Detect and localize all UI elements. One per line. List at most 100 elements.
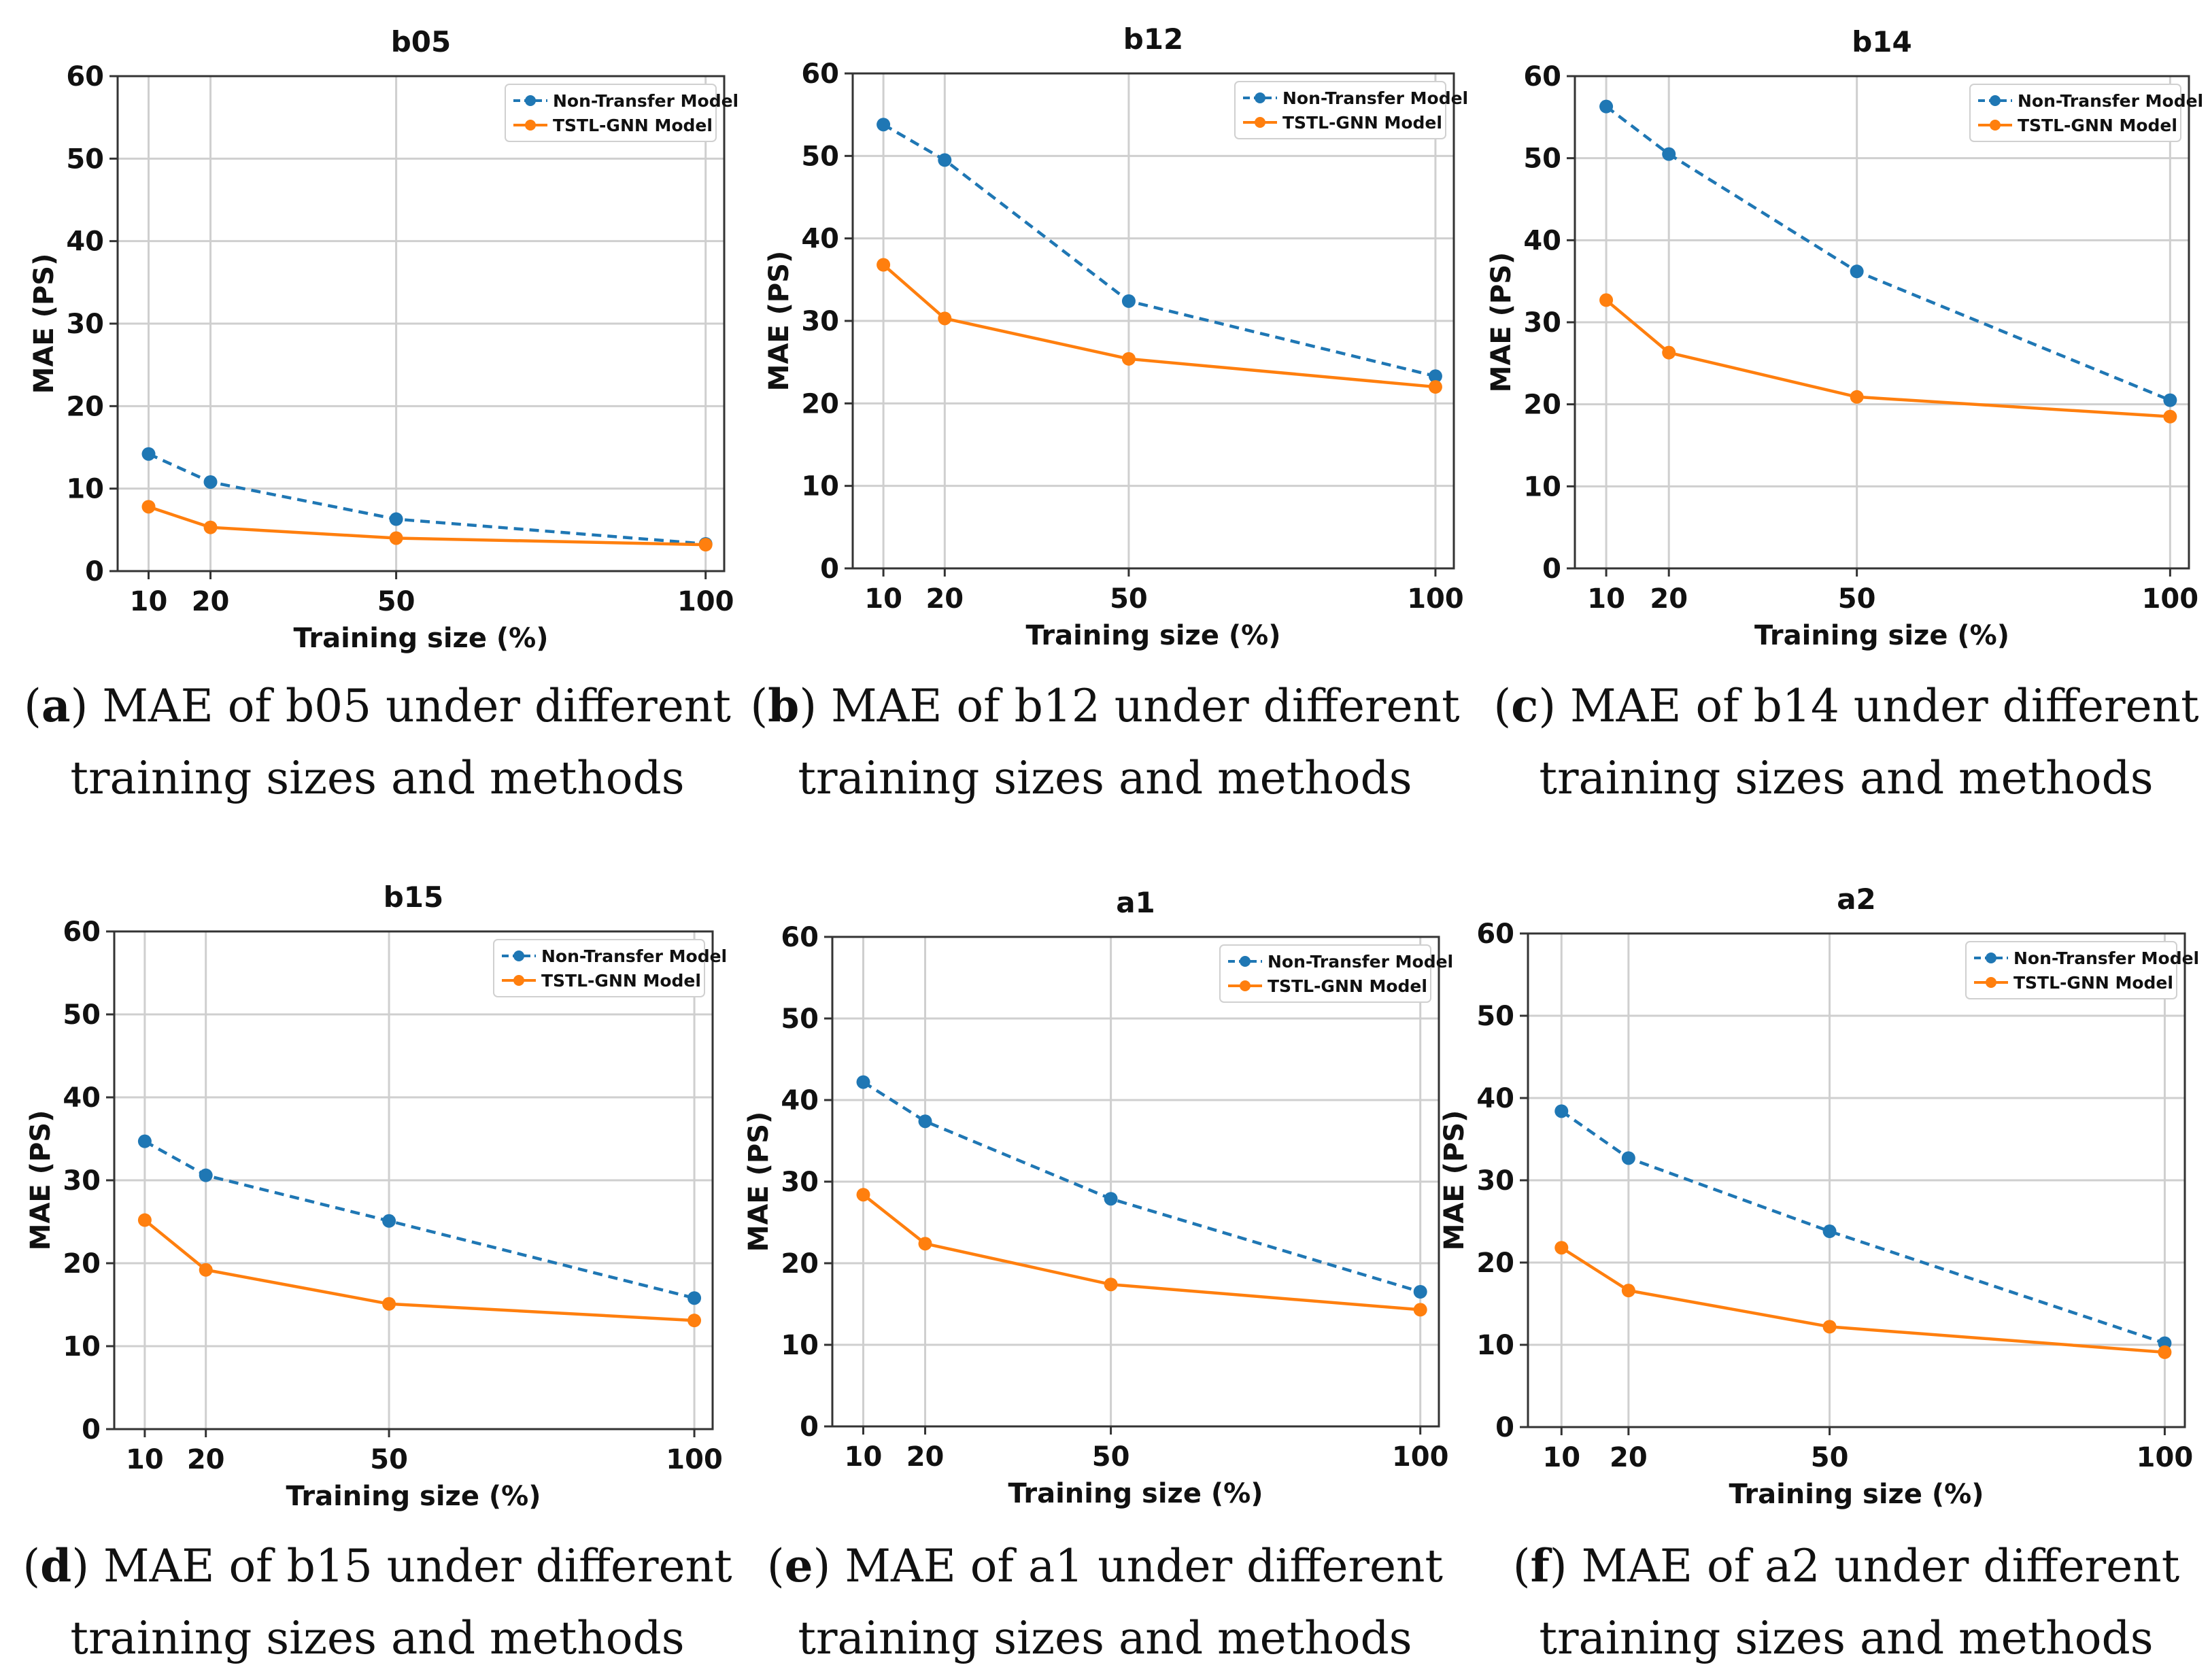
legend-swatch-marker [513, 950, 524, 961]
data-point-non-transfer [1662, 147, 1676, 161]
legend-box [1219, 944, 1431, 1003]
data-point-tstl-gnn [1428, 380, 1442, 394]
y-tick-label: 50 [801, 141, 839, 172]
series-line-non-transfer [882, 123, 1436, 378]
x-tick-label: 100 [1392, 1441, 1449, 1473]
legend-label: Non-Transfer Model [541, 946, 727, 966]
x-tick-label: 10 [864, 583, 902, 615]
legend-swatch-marker [1986, 953, 1996, 963]
data-point-tstl-gnn [199, 1263, 213, 1277]
legend-swatch-marker [513, 975, 524, 986]
data-point-non-transfer [1413, 1285, 1427, 1299]
x-tick-label: 50 [1838, 583, 1876, 615]
y-tick-label: 50 [66, 143, 104, 175]
data-point-tstl-gnn [918, 1237, 932, 1251]
caption-c: (c) MAE of b14 under different training … [1493, 679, 2199, 804]
y-axis-label: MAE (PS) [25, 1110, 56, 1251]
y-tick-label: 40 [801, 224, 839, 255]
caption-text: MAE of b15 under different training size… [70, 1540, 732, 1664]
data-point-tstl-gnn [856, 1188, 870, 1202]
data-point-non-transfer [1428, 369, 1442, 383]
y-tick-label: 0 [820, 553, 839, 585]
chart-title: a2 [1837, 882, 1876, 916]
data-point-non-transfer [938, 153, 952, 167]
legend-box [493, 939, 705, 997]
legend-label: TSTL-GNN Model [2018, 116, 2177, 135]
x-tick-label: 50 [377, 586, 415, 617]
y-tick-label: 0 [82, 1414, 101, 1445]
data-point-non-transfer [382, 1214, 396, 1228]
data-point-tstl-gnn [1599, 293, 1614, 307]
y-axis-label: MAE (PS) [1439, 1110, 1470, 1251]
x-tick-label: 20 [1610, 1442, 1648, 1473]
data-point-non-transfer [1104, 1192, 1118, 1206]
y-tick-label: 20 [801, 388, 839, 419]
chart-title: a1 [1116, 886, 1155, 919]
series-line-non-transfer [1560, 1110, 2166, 1345]
y-axis-label: MAE (PS) [29, 254, 60, 394]
data-point-tstl-gnn [2163, 409, 2177, 424]
caption-text: MAE of b12 under different training size… [798, 680, 1460, 804]
data-point-non-transfer [141, 447, 156, 461]
data-point-tstl-gnn [1554, 1241, 1569, 1255]
y-tick-label: 20 [1523, 390, 1561, 421]
x-tick-label: 50 [1110, 583, 1148, 615]
chart-title: b14 [1852, 25, 1912, 58]
data-point-non-transfer [137, 1134, 152, 1148]
data-point-non-transfer [1599, 99, 1614, 114]
series-line-tstl-gnn [862, 1193, 1421, 1312]
chart-title: b05 [391, 25, 452, 58]
x-axis-label: Training size (%) [1754, 620, 2009, 651]
y-tick-label: 20 [781, 1248, 819, 1280]
data-point-non-transfer [1621, 1151, 1635, 1165]
legend-swatch-marker [1255, 92, 1265, 103]
data-point-tstl-gnn [1413, 1303, 1427, 1317]
x-tick-label: 10 [1587, 583, 1625, 615]
caption-text: MAE of b14 under different training size… [1539, 680, 2199, 804]
data-point-tstl-gnn [687, 1314, 702, 1328]
legend-swatch-marker [525, 95, 536, 106]
chart-title: b12 [1123, 22, 1184, 56]
caption-e: (e) MAE of a1 under different training s… [766, 1539, 1444, 1664]
y-tick-label: 30 [1523, 307, 1561, 339]
data-point-non-transfer [2163, 393, 2177, 407]
data-point-tstl-gnn [1662, 345, 1676, 360]
caption-b: (b) MAE of b12 under different training … [750, 679, 1460, 804]
data-point-non-transfer [389, 512, 403, 526]
data-point-tstl-gnn [1822, 1320, 1837, 1334]
x-axis-label: Training size (%) [293, 623, 548, 654]
x-tick-label: 10 [126, 1444, 164, 1475]
chart-title: b15 [384, 880, 444, 914]
legend-label: Non-Transfer Model [2018, 91, 2203, 111]
data-point-non-transfer [199, 1168, 213, 1182]
x-tick-label: 10 [845, 1441, 883, 1473]
y-tick-label: 40 [63, 1082, 101, 1114]
legend-label: Non-Transfer Model [1268, 952, 1453, 972]
series-line-non-transfer [148, 452, 706, 546]
legend-swatch-marker [1986, 977, 1996, 988]
data-point-non-transfer [687, 1291, 702, 1305]
data-point-tstl-gnn [1850, 390, 1864, 404]
data-point-tstl-gnn [1121, 352, 1136, 366]
caption-text: MAE of a1 under different training sizes… [798, 1540, 1444, 1664]
y-tick-label: 40 [66, 226, 104, 258]
y-tick-label: 20 [66, 391, 104, 422]
y-tick-label: 60 [66, 61, 104, 92]
legend-swatch-marker [1240, 980, 1251, 991]
data-point-non-transfer [1822, 1224, 1837, 1239]
x-tick-label: 100 [2142, 583, 2199, 615]
x-tick-label: 20 [187, 1444, 225, 1475]
legend-label: TSTL-GNN Model [1282, 113, 1442, 133]
series-line-non-transfer [1605, 105, 2171, 402]
y-tick-label: 50 [63, 999, 101, 1031]
legend-box [1965, 941, 2177, 999]
legend-label: TSTL-GNN Model [1268, 976, 1427, 996]
data-point-tstl-gnn [1104, 1278, 1118, 1292]
y-axis-label: MAE (PS) [743, 1112, 775, 1252]
